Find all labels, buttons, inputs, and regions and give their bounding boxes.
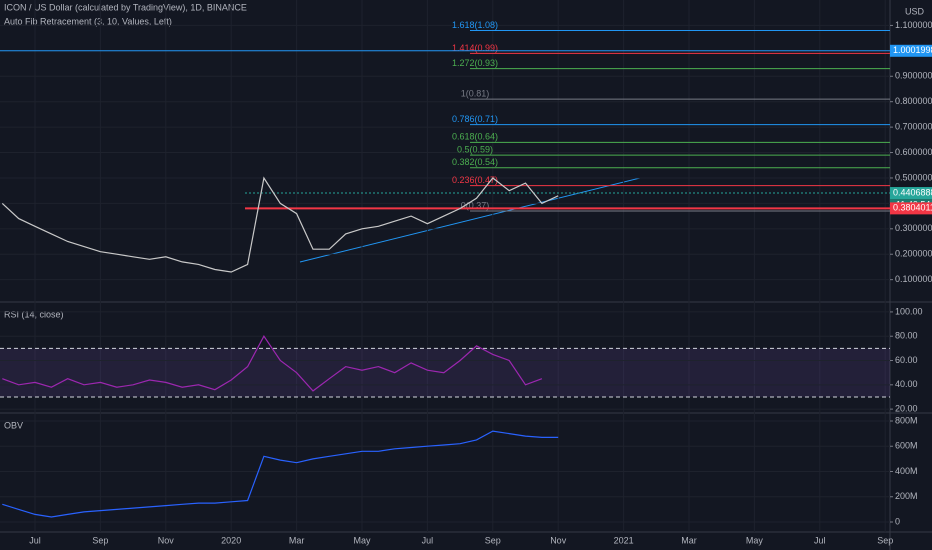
x-tick-label: 2021 — [614, 535, 634, 545]
y-tick-label: 0.80000000 — [895, 96, 932, 106]
x-tick-label: 2020 — [221, 535, 241, 545]
y-tick-label: 80.00 — [895, 331, 918, 341]
x-tick-label: Sep — [877, 535, 893, 545]
y-tick-label: 0.20000000 — [895, 249, 932, 259]
currency: USD — [905, 6, 925, 16]
price-tag — [890, 44, 932, 57]
x-tick-label: Jul — [814, 535, 826, 545]
x-tick-label: Nov — [158, 535, 175, 545]
obv-title: OBV — [4, 420, 23, 430]
price-tag-label: 1.00019988 — [893, 45, 932, 55]
y-tick-label: 200M — [895, 491, 918, 501]
y-tick-label: 0.10000000 — [895, 274, 932, 284]
x-tick-label: May — [353, 535, 371, 545]
fib-label: 0.618(0.64) — [452, 132, 498, 142]
x-tick-label: Sep — [92, 535, 108, 545]
x-tick-label: Mar — [681, 535, 697, 545]
trend-line — [299, 177, 641, 263]
x-tick-label: Jul — [422, 535, 434, 545]
y-tick-label: 0.90000000 — [895, 71, 932, 81]
y-tick-label: 60.00 — [895, 355, 918, 365]
price-tag-label: 0.44068885 — [893, 187, 932, 197]
x-tick-label: May — [746, 535, 764, 545]
y-tick-label: 0 — [895, 516, 900, 526]
fib-label: 1.272(0.93) — [452, 58, 498, 68]
fib-label: 1(0.81) — [461, 89, 490, 99]
x-tick-label: Sep — [485, 535, 501, 545]
fib-label: 1.618(1.08) — [452, 20, 498, 30]
series-line — [1, 176, 559, 273]
x-tick-label: Jul — [29, 535, 41, 545]
chart-title: ICON / US Dollar (calculated by TradingV… — [4, 2, 247, 12]
series-line — [2, 430, 559, 518]
rsi-title: RSI (14, close) — [4, 309, 64, 319]
y-tick-label: 1.10000000 — [895, 20, 932, 30]
price-tag — [890, 202, 932, 215]
y-tick-label: 40.00 — [895, 379, 918, 389]
y-tick-label: 400M — [895, 466, 918, 476]
y-tick-label: 100.00 — [895, 306, 923, 316]
x-tick-label: Nov — [550, 535, 567, 545]
y-tick-label: 600M — [895, 441, 918, 451]
fib-label: 0(0.37) — [461, 200, 490, 210]
price-tag — [890, 187, 932, 200]
fib-label: 0.786(0.71) — [452, 114, 498, 124]
fib-label: 0.5(0.59) — [457, 144, 493, 154]
y-tick-label: 0.70000000 — [895, 121, 932, 131]
y-tick-label: 0.30000000 — [895, 223, 932, 233]
series-line — [2, 335, 543, 392]
price-tag-label: 0.38040118 — [893, 203, 932, 213]
indicator-title: Auto Fib Retracement (3, 10, Values, Lef… — [4, 16, 172, 26]
y-tick-label: 0.50000000 — [895, 172, 932, 182]
rsi-band — [0, 348, 890, 397]
fib-label: 0.236(0.47) — [452, 175, 498, 185]
fib-label: 0.382(0.54) — [452, 157, 498, 167]
fib-label: 1.414(0.99) — [452, 43, 498, 53]
y-tick-label: 0.60000000 — [895, 147, 932, 157]
y-tick-label: 800M — [895, 415, 918, 425]
y-tick-label: 20.00 — [895, 403, 918, 413]
x-tick-label: Mar — [289, 535, 305, 545]
